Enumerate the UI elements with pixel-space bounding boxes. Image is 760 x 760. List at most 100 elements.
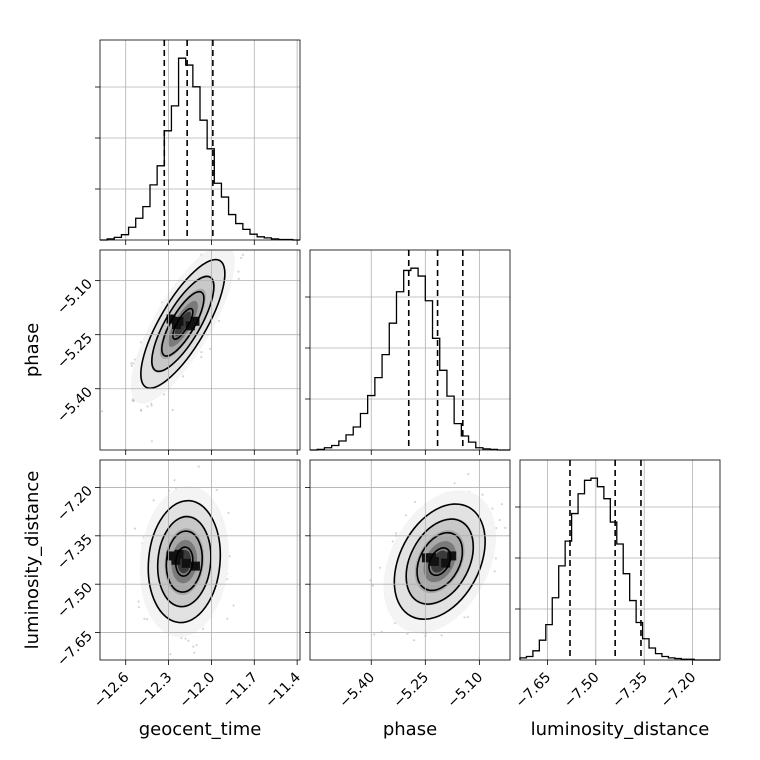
panel-phase-vs-luminosity_distance-sample-point [395,532,398,535]
panel-phase-vs-luminosity_distance-sample-point [404,514,407,517]
panel-geocent_time-vs-phase-sample-point [101,410,104,413]
panel-geocent_time-vs-phase-sample-point [209,347,212,350]
panel-geocent_time-vs-luminosity_distance-peak-bin [190,561,200,571]
panel-geocent_time-vs-luminosity_distance-sample-point [192,645,195,648]
panel-geocent_time-vs-phase-peak-bin [190,316,200,326]
panel-phase-vs-luminosity_distance-peak-bin [441,558,451,568]
y-axis-label-phase: phase [22,323,43,377]
tick-label-y-phase: −5.25 [54,330,96,372]
panel-geocent_time-vs-phase-sample-point [146,405,149,408]
panel-geocent_time-vs-phase-sample-point [139,341,142,344]
tick-label-x-luminosity_distance: −7.65 [513,670,555,712]
panel-geocent_time-vs-phase-sample-point [140,408,143,411]
panel-geocent_time-vs-luminosity_distance-sample-point [197,465,200,468]
panel-geocent_time-vs-phase-sample-point [132,362,135,365]
panel-geocent_time-vs-luminosity_distance-peak-bin [174,549,184,559]
hist-geocent_time-frame [99,39,301,241]
panel-geocent_time-vs-phase-sample-point [200,356,203,359]
panel-geocent_time-vs-phase-sample-point [240,256,243,259]
panel-phase-vs-luminosity_distance-sample-point [467,473,470,476]
tick-label-y-luminosity_distance: −7.65 [54,628,96,670]
panel-geocent_time-vs-phase-sample-point [132,399,135,403]
hist-geocent_time-step [100,57,300,241]
panel-geocent_time-vs-luminosity_distance-contour [156,515,212,608]
panel-geocent_time-vs-luminosity_distance-sample-point [143,617,146,620]
panel-phase-vs-luminosity_distance-contour [428,547,452,577]
panel-geocent_time-vs-luminosity_distance-sample-point [133,527,136,530]
tick-label-y-luminosity_distance: −7.35 [54,531,96,573]
panel-geocent_time-vs-phase-sample-point [200,351,203,354]
panel-geocent_time-vs-phase-sample-point [223,244,225,246]
panel-geocent_time-vs-phase-sample-point [211,246,213,248]
panel-phase-vs-luminosity_distance-sample-point [495,527,498,530]
panel-phase-vs-luminosity_distance-sample-point [491,507,494,510]
panel-phase-vs-luminosity_distance-sample-point [466,616,469,619]
x-axis-label-luminosity-distance: luminosity_distance [531,719,710,740]
panel-phase-vs-luminosity_distance-sample-point [373,633,376,636]
panel-phase-vs-luminosity_distance-frame [309,459,511,661]
panel-geocent_time-vs-luminosity_distance-sample-point [137,606,140,609]
panel-geocent_time-vs-luminosity_distance-sample-point [228,555,231,558]
panel-geocent_time-vs-luminosity_distance-sample-point [180,637,183,640]
panel-geocent_time-vs-luminosity_distance-sample-point [226,617,229,620]
panel-phase-vs-luminosity_distance-sample-point [500,503,503,506]
panel-geocent_time-vs-luminosity_distance-peak-bin [166,551,176,561]
panel-geocent_time-vs-luminosity_distance-sample-point [193,651,196,654]
panel-geocent_time-vs-luminosity_distance-sample-point [215,488,218,492]
tick-label-y-phase: −5.40 [54,384,96,426]
panel-geocent_time-vs-luminosity_distance-peak-bin [181,558,191,568]
panel-phase-vs-luminosity_distance-sample-point [406,632,409,635]
panel-geocent_time-vs-phase-sample-point [150,440,153,443]
panel-phase-vs-luminosity_distance-sample-point [463,616,466,619]
panel-geocent_time-vs-phase-sample-point [130,364,133,367]
tick-label-x-geocent_time: −12.3 [134,670,176,712]
panel-phase-vs-luminosity_distance-contour [405,518,475,605]
panel-phase-vs-luminosity_distance-sample-point [517,470,519,472]
x-axis-label-geocent-time: geocent_time [139,719,262,740]
panel-phase-vs-luminosity_distance-sample-point [371,584,375,587]
panel-geocent_time-vs-phase-peak-bin [174,316,184,326]
y-axis-label-luminosity-distance: luminosity_distance [22,471,43,650]
tick-label-x-luminosity_distance: −7.35 [609,670,651,712]
panel-geocent_time-vs-luminosity_distance-contour [147,499,222,624]
panel-phase-vs-luminosity_distance-sample-point [493,570,496,573]
panel-geocent_time-vs-phase-sample-point [209,245,211,247]
panel-geocent_time-vs-phase-contour [172,307,194,340]
panel-geocent_time-vs-phase-sample-point [217,319,221,323]
panel-geocent_time-vs-luminosity_distance-sample-point [202,627,205,631]
panel-phase-vs-luminosity_distance-sample-point [494,557,497,560]
panel-geocent_time-vs-phase-peak-bin [166,314,176,324]
x-axis-label-phase: phase [383,719,437,740]
panel-geocent_time-vs-luminosity_distance-sample-point [152,499,155,502]
panel-phase-vs-luminosity_distance-peak-bin [429,556,439,566]
panel-geocent_time-vs-luminosity_distance-sample-point [232,604,235,607]
panel-geocent_time-vs-luminosity_distance-body [133,465,235,656]
panel-phase-vs-luminosity_distance-sample-point [498,518,501,522]
panel-phase-vs-luminosity_distance-contour [393,503,486,620]
panel-phase-vs-luminosity_distance-peak-bin [421,553,431,563]
panel-phase-vs-luminosity_distance-body [369,470,519,642]
panel-phase-vs-luminosity_distance-peak-bin [447,551,457,561]
panel-geocent_time-vs-phase-sample-point [171,408,174,412]
tick-label-x-phase: −5.25 [390,670,432,712]
panel-geocent_time-vs-phase-sample-point [150,404,153,407]
panel-phase-vs-luminosity_distance-sample-point [504,526,507,530]
tick-label-y-luminosity_distance: −7.50 [54,580,96,622]
hist-phase-frame [309,249,511,451]
panel-geocent_time-vs-phase [101,218,244,443]
tick-label-x-geocent_time: −11.4 [262,669,304,711]
panel-phase-vs-luminosity_distance-sample-point [440,634,443,637]
panel-phase-vs-luminosity_distance-sample-point [413,639,416,642]
panel-geocent_time-vs-phase-sample-point [215,218,217,220]
tick-label-x-geocent_time: −12.0 [177,670,219,712]
panel-geocent_time-vs-luminosity_distance-contour [165,530,204,593]
panel-geocent_time-vs-phase-sample-point [225,233,227,235]
panel-geocent_time-vs-luminosity_distance [133,465,235,656]
tick-label-x-geocent_time: −11.7 [219,670,261,712]
panel-geocent_time-vs-phase-contour [140,258,226,389]
hist-luminosity_distance-step [519,477,720,661]
panel-phase-vs-luminosity_distance [369,470,519,642]
tick-label-y-luminosity_distance: −7.20 [54,483,96,525]
panel-geocent_time-vs-phase-contour [161,290,205,357]
panel-geocent_time-vs-luminosity_distance-sample-point [137,600,140,603]
